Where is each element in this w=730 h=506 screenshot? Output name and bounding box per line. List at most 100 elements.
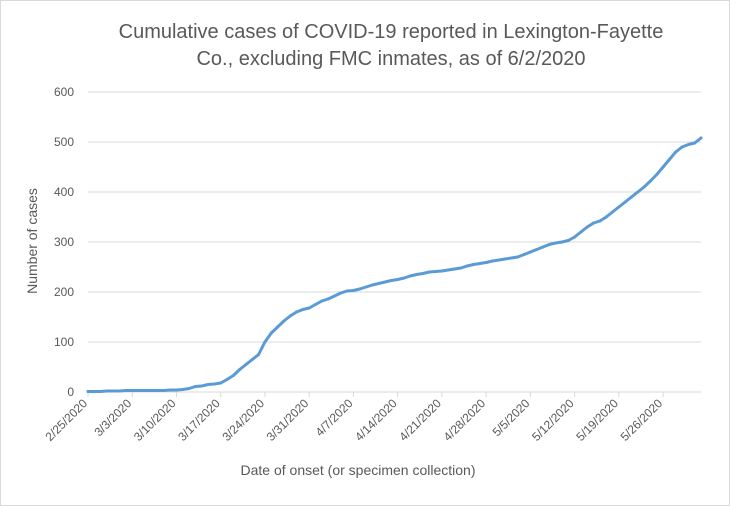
data-point <box>193 385 197 388</box>
x-axis-ticks: 2/25/2020 3/3/20203/10/20203/17/20203/24/… <box>42 392 665 444</box>
x-tick-label: 2/25/2020 <box>42 396 90 444</box>
x-tick-label: 4/7/2020 <box>313 396 356 439</box>
data-point <box>364 285 368 289</box>
data-point <box>503 257 507 261</box>
data-point <box>686 143 690 146</box>
data-point <box>655 173 659 176</box>
data-point <box>648 179 652 183</box>
data-point <box>509 256 513 260</box>
y-axis-label: Number of cases <box>24 188 40 294</box>
data-point <box>358 287 362 291</box>
y-tick-label-100: 100 <box>54 335 74 349</box>
data-point <box>269 331 273 335</box>
data-point <box>339 291 343 295</box>
data-point <box>579 230 583 234</box>
data-point <box>250 358 254 361</box>
series-line-0 <box>86 136 703 393</box>
data-point <box>389 279 393 282</box>
y-tick-label-300: 300 <box>54 235 74 249</box>
data-point <box>238 368 242 371</box>
data-point <box>288 314 292 318</box>
data-point <box>86 390 90 393</box>
x-tick-label: 5/26/2020 <box>618 396 666 444</box>
data-point <box>332 294 336 298</box>
x-tick-label: 5/5/2020 <box>490 396 533 439</box>
data-point <box>124 389 128 392</box>
data-point <box>667 158 671 161</box>
data-point <box>276 325 280 329</box>
series-group <box>86 136 703 393</box>
y-tick-label-200: 200 <box>54 285 74 299</box>
data-point <box>92 390 96 393</box>
data-point <box>130 389 134 392</box>
data-point <box>585 225 589 229</box>
data-point <box>295 310 299 314</box>
data-point <box>219 381 223 385</box>
data-point <box>680 145 684 149</box>
x-tick-label: 3/31/2020 <box>264 396 312 444</box>
data-point <box>244 363 248 366</box>
x-tick-label: 3/24/2020 <box>219 396 267 444</box>
data-point <box>111 389 115 393</box>
data-point <box>212 382 216 386</box>
data-point <box>453 267 457 271</box>
data-point <box>326 297 330 301</box>
data-point <box>661 165 665 169</box>
data-point <box>497 258 501 262</box>
data-point <box>427 270 431 274</box>
x-tick-label: 4/28/2020 <box>441 396 489 444</box>
data-point <box>528 250 532 254</box>
data-point <box>490 259 494 263</box>
data-point <box>168 388 172 392</box>
data-point <box>345 289 349 293</box>
data-point <box>642 185 646 189</box>
data-point <box>99 390 103 393</box>
data-point <box>187 387 191 390</box>
data-point <box>118 389 122 393</box>
data-point <box>149 389 153 392</box>
data-point <box>383 280 387 284</box>
y-tick-label-600: 600 <box>54 85 74 99</box>
data-point <box>465 264 469 268</box>
y-axis-ticks: 0 100 200 300 400 500 600 <box>54 85 74 399</box>
data-point <box>484 261 488 264</box>
data-point <box>301 308 305 311</box>
data-point <box>611 210 615 214</box>
data-point <box>143 389 147 392</box>
data-point <box>446 268 450 272</box>
data-point <box>434 270 438 273</box>
data-point <box>617 205 621 209</box>
data-point <box>320 299 324 303</box>
data-point <box>351 289 355 292</box>
data-point <box>693 141 697 145</box>
data-point <box>629 195 633 199</box>
data-point <box>566 239 570 242</box>
y-tick-label-500: 500 <box>54 135 74 149</box>
data-point <box>231 374 235 377</box>
y-tick-label-0: 0 <box>67 385 74 399</box>
data-point <box>105 389 109 393</box>
data-point <box>604 215 608 219</box>
data-point <box>522 253 526 256</box>
x-tick-label: 3/3/2020 <box>91 396 134 439</box>
data-point <box>396 278 400 281</box>
chart-title-line-2: Co., excluding FMC inmates, as of 6/2/20… <box>196 48 586 70</box>
y-tick-label-400: 400 <box>54 185 74 199</box>
data-point <box>257 353 261 356</box>
chart-title: Cumulative cases of COVID-19 reported in… <box>91 19 691 73</box>
data-point <box>377 282 381 285</box>
data-point <box>282 319 286 323</box>
data-point <box>408 274 412 278</box>
data-point <box>174 388 178 392</box>
x-axis-label: Date of onset (or specimen collection) <box>241 462 476 478</box>
x-tick-label: 5/19/2020 <box>573 396 621 444</box>
data-point <box>699 136 703 140</box>
data-point <box>162 389 166 392</box>
x-tick-label: 4/14/2020 <box>352 396 400 444</box>
data-point <box>181 388 185 391</box>
data-point <box>592 221 596 225</box>
data-point <box>636 190 640 194</box>
data-point <box>547 243 551 246</box>
data-point <box>200 384 204 388</box>
